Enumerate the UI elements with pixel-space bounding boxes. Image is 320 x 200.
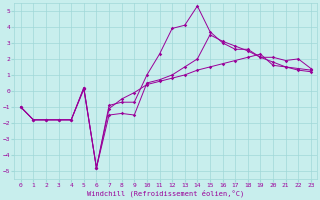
X-axis label: Windchill (Refroidissement éolien,°C): Windchill (Refroidissement éolien,°C) (87, 190, 244, 197)
